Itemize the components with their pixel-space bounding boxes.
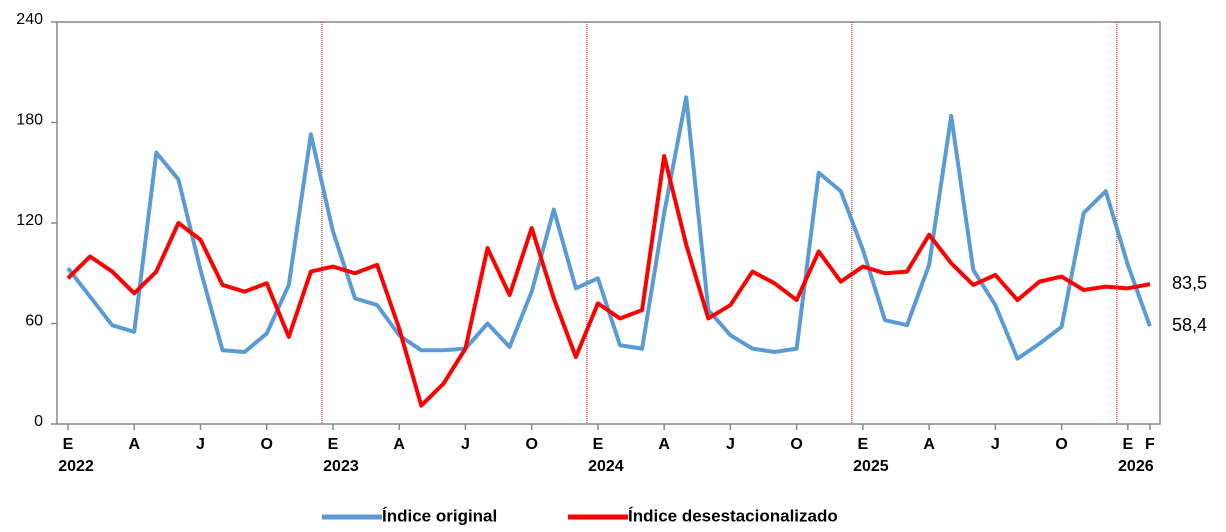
x-tick-label: E <box>593 436 604 453</box>
series-line <box>66 95 1152 361</box>
legend-label: Índice original <box>382 506 497 525</box>
x-tick-label: A <box>128 436 140 453</box>
legend-label: Índice desestacionalizado <box>628 506 838 525</box>
x-tick-label: E <box>1123 436 1134 453</box>
year-label: 2022 <box>58 458 94 475</box>
x-tick-label: J <box>196 436 205 453</box>
x-tick-label: O <box>790 436 802 453</box>
x-tick-label: O <box>525 436 537 453</box>
year-label: 2024 <box>588 458 624 475</box>
x-tick-label: F <box>1145 436 1155 453</box>
year-label: 2025 <box>853 458 889 475</box>
x-tick-label: E <box>63 436 74 453</box>
x-tick-label: A <box>393 436 405 453</box>
x-tick-label: O <box>1055 436 1067 453</box>
end-label: 83,5 <box>1172 273 1207 293</box>
x-tick-label: J <box>726 436 735 453</box>
x-tick-label: A <box>658 436 670 453</box>
x-tick-label: E <box>328 436 339 453</box>
x-tick-label: E <box>858 436 869 453</box>
y-tick-label: 120 <box>16 212 43 229</box>
x-tick-label: O <box>260 436 272 453</box>
y-tick-label: 0 <box>34 413 43 430</box>
series-line <box>66 154 1151 408</box>
year-label: 2023 <box>323 458 359 475</box>
y-tick-label: 240 <box>16 11 43 28</box>
year-label: 2026 <box>1118 458 1154 475</box>
x-tick-label: J <box>461 436 470 453</box>
x-tick-label: A <box>923 436 935 453</box>
y-tick-label: 180 <box>16 112 43 129</box>
plot-area <box>56 21 1161 425</box>
y-tick-label: 60 <box>25 313 43 330</box>
end-label: 58,4 <box>1172 315 1207 335</box>
x-tick-label: J <box>991 436 1000 453</box>
